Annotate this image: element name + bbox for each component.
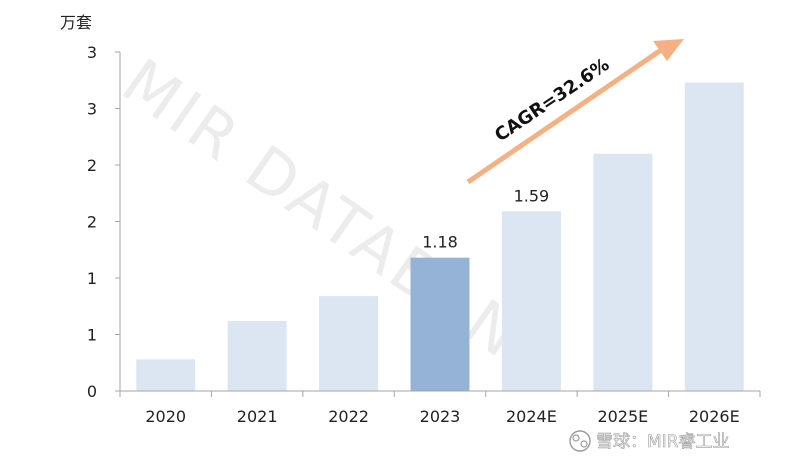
bar-2020 [136,359,196,391]
x-tick-2026E: 2026E [689,407,740,426]
bar-2023 [410,257,470,391]
data-label-2023: 1.18 [422,233,458,252]
y-tick-label: 2 [87,213,97,232]
x-tick-2023: 2023 [420,407,461,426]
cagr-arrow [466,39,684,185]
data-labels-group: 1.18 1.59 [422,186,549,251]
y-tick-label: 1 [87,326,97,345]
x-tick-2024E: 2024E [506,407,557,426]
y-tick-label: 3 [87,100,97,119]
y-tick-label: 2 [87,156,97,175]
bar-2021 [227,320,287,391]
y-tick-label: 3 [87,43,97,62]
bars-group [136,82,744,391]
x-tick-2021: 2021 [237,407,278,426]
x-ticks-group: 2020 2021 2022 2023 2024E 2025E 2026E [119,391,761,426]
x-tick-2022: 2022 [328,407,369,426]
footer-text: 雪球：MIR睿工业 [596,432,730,452]
y-tick-label: 0 [87,382,97,401]
bar-2022 [319,296,379,391]
bar-2024E [501,211,561,391]
x-tick-2020: 2020 [145,407,186,426]
y-ticks-group: 0 1 1 2 2 3 3 [87,43,120,401]
bar-2025E [593,153,653,391]
bar-2026E [684,82,744,391]
y-tick-label: 1 [87,269,97,288]
footer-logo: 雪球：MIR睿工业 [569,430,730,452]
cagr-annotation: CAGR=32.6% [491,54,613,146]
x-tick-2025E: 2025E [597,407,648,426]
data-label-2024E: 1.59 [514,186,550,205]
snowball-logo-icon [569,430,591,452]
y-unit-label: 万套 [60,13,92,32]
